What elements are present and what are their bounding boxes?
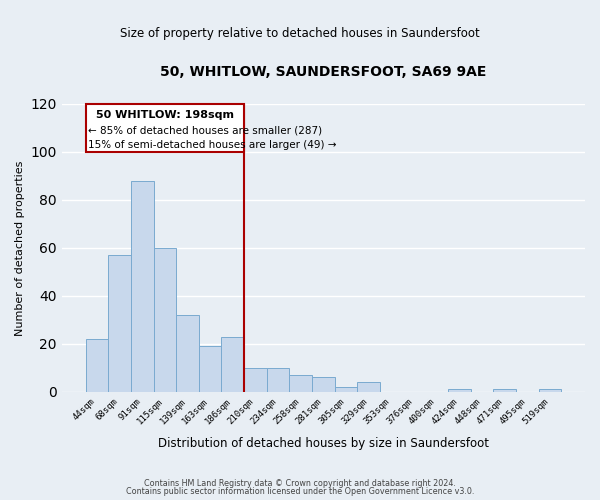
Text: 50 WHITLOW: 198sqm: 50 WHITLOW: 198sqm <box>96 110 234 120</box>
Bar <box>131 180 154 392</box>
Bar <box>267 368 289 392</box>
Text: Size of property relative to detached houses in Saundersfoot: Size of property relative to detached ho… <box>120 28 480 40</box>
Bar <box>289 375 312 392</box>
Text: ← 85% of detached houses are smaller (287): ← 85% of detached houses are smaller (28… <box>88 126 322 136</box>
X-axis label: Distribution of detached houses by size in Saundersfoot: Distribution of detached houses by size … <box>158 437 489 450</box>
Text: Contains public sector information licensed under the Open Government Licence v3: Contains public sector information licen… <box>126 487 474 496</box>
FancyBboxPatch shape <box>86 104 244 152</box>
Bar <box>221 336 244 392</box>
Text: 15% of semi-detached houses are larger (49) →: 15% of semi-detached houses are larger (… <box>88 140 337 150</box>
Bar <box>312 378 335 392</box>
Title: 50, WHITLOW, SAUNDERSFOOT, SA69 9AE: 50, WHITLOW, SAUNDERSFOOT, SA69 9AE <box>160 65 487 79</box>
Bar <box>358 382 380 392</box>
Bar <box>448 390 470 392</box>
Bar <box>539 390 561 392</box>
Bar <box>493 390 516 392</box>
Text: Contains HM Land Registry data © Crown copyright and database right 2024.: Contains HM Land Registry data © Crown c… <box>144 478 456 488</box>
Bar <box>86 339 108 392</box>
Bar <box>108 255 131 392</box>
Bar <box>335 387 358 392</box>
Bar <box>176 315 199 392</box>
Y-axis label: Number of detached properties: Number of detached properties <box>15 160 25 336</box>
Bar <box>199 346 221 392</box>
Bar <box>244 368 267 392</box>
Bar <box>154 248 176 392</box>
